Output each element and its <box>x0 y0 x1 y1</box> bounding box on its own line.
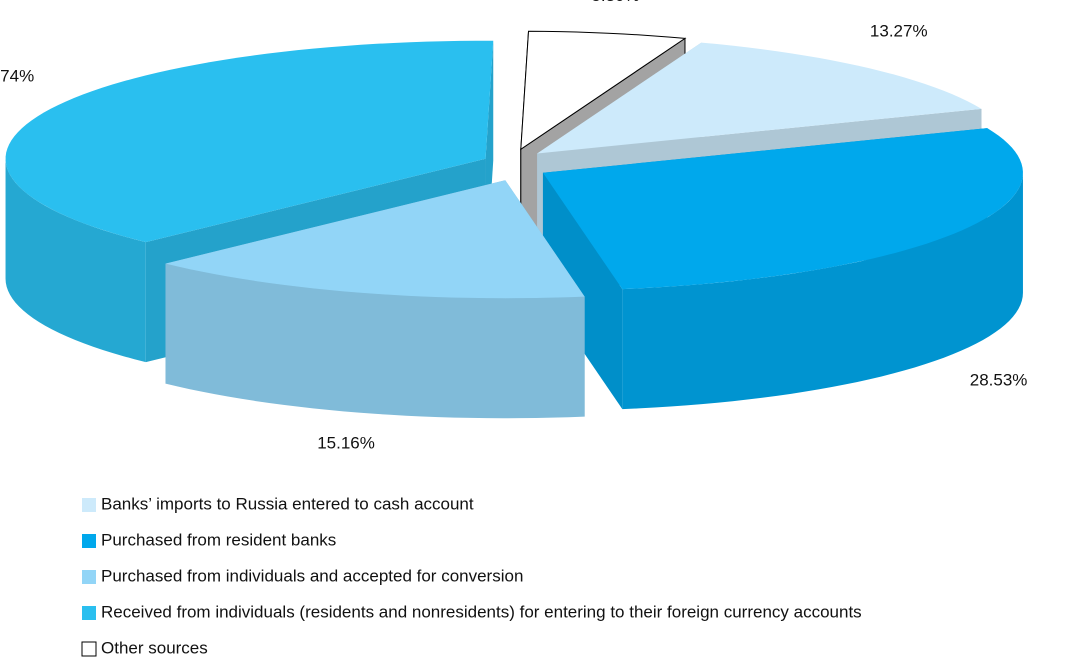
slice-top <box>165 180 585 299</box>
slice-side <box>5 158 146 363</box>
legend-label: Other sources <box>101 638 208 657</box>
value-label: 5.30% <box>591 0 639 5</box>
legend-label: Purchased from resident banks <box>101 530 336 549</box>
legend-swatch <box>82 606 96 620</box>
legend-label: Received from individuals (residents and… <box>101 602 862 621</box>
value-label: 13.27% <box>870 22 928 41</box>
slice-wall <box>542 172 623 410</box>
slice-side <box>622 172 1023 410</box>
slice-top <box>542 128 1023 290</box>
value-label: 28.53% <box>970 371 1028 390</box>
pie-slice <box>542 128 1023 410</box>
value-label: 15.16% <box>317 434 375 453</box>
legend-label: Banks’ imports to Russia entered to cash… <box>101 494 474 513</box>
slice-top <box>5 40 494 243</box>
legend-swatch <box>82 498 96 512</box>
legend-swatch <box>82 534 96 548</box>
slice-top <box>537 42 982 154</box>
legend-swatch <box>81 641 97 657</box>
legend-label: Purchased from individuals and accepted … <box>101 566 523 585</box>
pie-slice <box>165 180 585 419</box>
value-label: 37.74% <box>0 66 34 85</box>
slice-top <box>520 30 687 151</box>
slice-side <box>165 263 585 419</box>
legend-swatch <box>82 570 96 584</box>
